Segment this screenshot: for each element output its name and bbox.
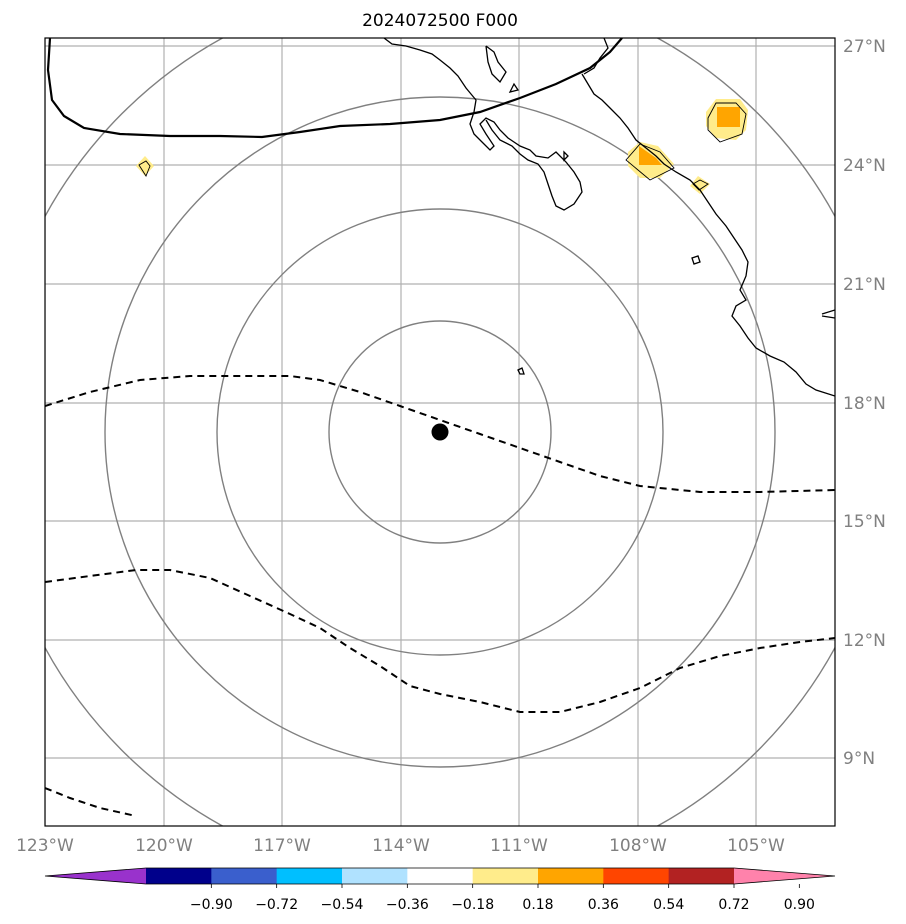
colorbar-tick-label: −0.18 [451, 897, 494, 913]
solid-contour [46, 38, 623, 139]
colorbar-segment [146, 868, 212, 884]
colorbar-tick-label: −0.36 [386, 897, 429, 913]
anomaly-patch-1-contour [707, 102, 747, 143]
map-title: 2024072500 F000 [362, 11, 518, 31]
colorbar-tick-label: 0.90 [784, 897, 815, 913]
colorbar-extend-max [734, 868, 835, 884]
colorbar-segment [276, 868, 343, 884]
mainland-east-fragment [821, 309, 835, 319]
island-2 [517, 367, 525, 375]
latitude-tick-label: 9°N [843, 749, 875, 769]
island-3 [563, 150, 569, 162]
latitude-tick-label: 24°N [843, 156, 886, 176]
longitude-tick-label: 114°W [372, 836, 430, 856]
baja-california-coast [383, 38, 583, 211]
anomaly-patch-4-contour [138, 160, 151, 177]
colorbar-segment [407, 868, 474, 884]
range-rings [45, 38, 835, 826]
anomaly-patch-3 [690, 176, 710, 194]
colorbar-tick-label: 0.72 [718, 897, 749, 913]
mainland-coast-north [583, 38, 609, 75]
map-plot-area [45, 38, 835, 826]
island-1 [691, 255, 701, 265]
range-ring-2 [216, 208, 664, 656]
longitude-tick-label: 117°W [253, 836, 311, 856]
anomaly-shading [136, 99, 748, 194]
colorbar-outline [44, 867, 836, 885]
anomaly-patch-3-contour [692, 179, 709, 191]
colorbar: −0.90 −0.72 −0.54 −0.36 −0.18 0.18 0.36 0.54 0.7… [44, 867, 836, 913]
colorbar-segment [472, 868, 539, 884]
latitude-tick-label: 18°N [843, 394, 886, 414]
latitude-tick-label: 21°N [843, 275, 886, 295]
dashed-contours [45, 375, 835, 817]
colorbar-tick-label: −0.72 [255, 897, 298, 913]
colorbar-segment [603, 868, 670, 884]
colorbar-segment [342, 868, 408, 884]
latitude-tick-label: 27°N [843, 37, 886, 57]
colorbar-extend-min [45, 868, 145, 884]
latitude-tick-label: 12°N [843, 631, 886, 651]
longitude-labels: 123°W 120°W 117°W 114°W 111°W 108°W 105°W [16, 836, 785, 856]
anomaly-patch-1-core [717, 107, 740, 127]
anomaly-patch-2-contour [625, 143, 675, 181]
range-ring-1 [328, 320, 552, 544]
range-ring-3 [104, 96, 776, 768]
colorbar-segment [668, 868, 735, 884]
colorbar-tick-label: 0.36 [588, 897, 619, 913]
anomaly-patch-2-core [639, 146, 662, 165]
longitude-tick-label: 105°W [727, 836, 785, 856]
dashed-contour-1 [45, 375, 835, 493]
longitude-tick-label: 108°W [609, 836, 667, 856]
mainland-coast [581, 73, 835, 397]
colorbar-tick-label: 0.18 [522, 897, 553, 913]
coastlines [383, 38, 835, 397]
colorbar-tick-label: −0.54 [321, 897, 364, 913]
dashed-contour-3 [45, 787, 137, 817]
longitude-tick-label: 123°W [16, 836, 74, 856]
latitude-labels: 27°N 24°N 21°N 18°N 15°N 12°N 9°N [843, 37, 886, 769]
storm-center-marker [431, 423, 449, 441]
colorbar-segment [211, 868, 278, 884]
anomaly-patch-4 [136, 156, 154, 176]
map-frame [44, 37, 836, 827]
latitude-tick-label: 15°N [843, 512, 886, 532]
colorbar-segment [538, 868, 604, 884]
colorbar-tick-label: 0.54 [653, 897, 684, 913]
longitude-tick-label: 111°W [490, 836, 548, 856]
dashed-contour-2 [45, 569, 835, 713]
colorbar-tick-label: −0.90 [190, 897, 233, 913]
longitude-tick-label: 120°W [135, 836, 193, 856]
gulf-coast-east [485, 45, 520, 93]
